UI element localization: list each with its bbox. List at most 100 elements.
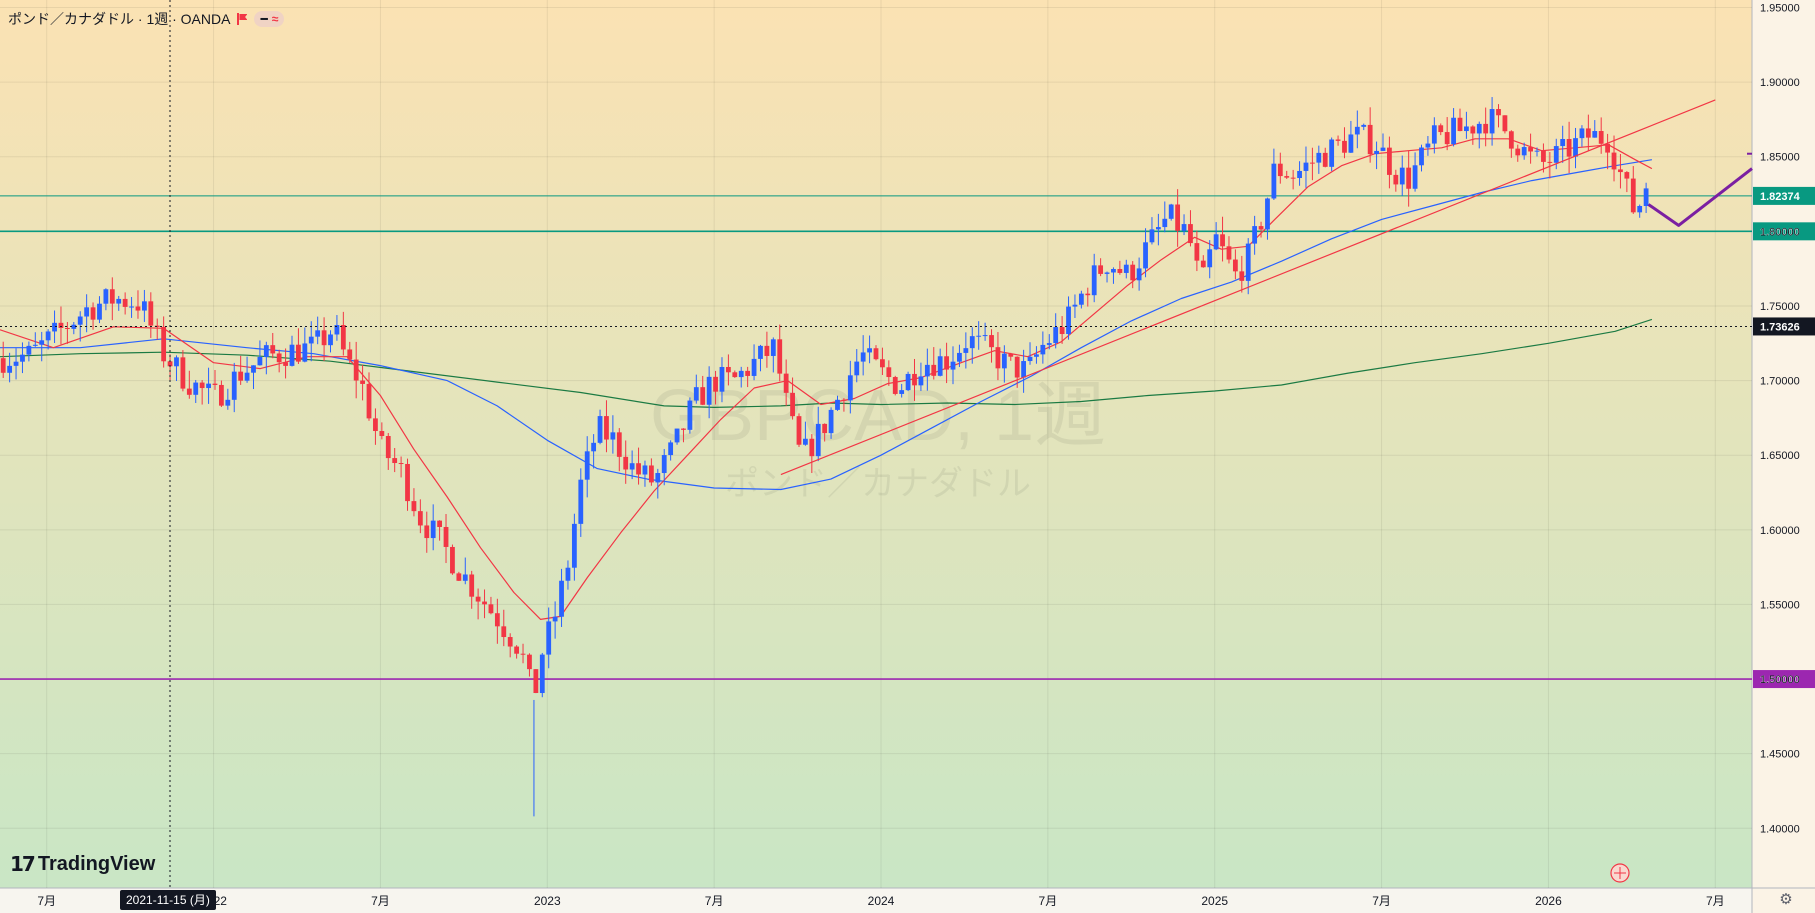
pill-approx-icon: ≈ xyxy=(271,12,279,26)
candle-down xyxy=(1220,234,1225,247)
flag-icon[interactable] xyxy=(236,13,248,25)
candle-up xyxy=(969,336,975,349)
pill-dash-icon: ━ xyxy=(260,12,268,26)
candle-down xyxy=(360,380,365,384)
candle-down xyxy=(1618,169,1623,173)
candle-up xyxy=(308,336,314,344)
candle-up xyxy=(1053,327,1059,344)
candle-up xyxy=(84,307,90,317)
candle-down xyxy=(520,653,526,655)
candle-down xyxy=(417,511,423,526)
indicator-pill[interactable]: ━ ≈ xyxy=(254,11,285,27)
tradingview-logo-text: TradingView xyxy=(37,852,156,875)
candle-down xyxy=(1117,268,1123,273)
candle-up xyxy=(1329,139,1335,167)
candle-up xyxy=(571,523,577,568)
horizontal-levels[interactable]: 1.82374 1.80000 1.50000 xyxy=(0,186,1815,689)
candle-up xyxy=(1123,264,1129,273)
candle-up xyxy=(1297,170,1302,179)
moving-averages xyxy=(0,138,1653,621)
candle-down xyxy=(58,322,64,328)
candle-down xyxy=(1098,265,1104,274)
candle-down xyxy=(283,362,288,366)
plot-background xyxy=(0,0,1752,888)
candle-down xyxy=(296,344,301,362)
crosshair: 1.73626 xyxy=(0,0,1815,888)
time-axis-background xyxy=(0,888,1752,913)
candle-up xyxy=(52,322,57,332)
candle-down xyxy=(411,501,417,512)
price-tick-label: 1.65000 xyxy=(1760,450,1800,462)
candle-up xyxy=(251,365,256,373)
candle-up xyxy=(642,465,648,475)
candle-down xyxy=(533,669,539,694)
candle-down xyxy=(450,546,455,574)
time-tick-label: 7月 xyxy=(1372,894,1391,908)
candle-up xyxy=(26,345,32,355)
candle-up xyxy=(719,366,725,392)
price-tick-label: 1.55000 xyxy=(1760,599,1800,611)
candle-up xyxy=(976,335,982,337)
candle-down xyxy=(604,416,609,440)
candle-up xyxy=(1162,218,1168,228)
candle-down xyxy=(135,306,141,311)
time-axis[interactable]: 7月20227月20237月20247月20257月20267月 xyxy=(37,894,1724,908)
candle-down xyxy=(456,573,462,581)
candle-up xyxy=(1464,126,1469,132)
candle-down xyxy=(725,366,731,373)
candle-down xyxy=(796,416,802,445)
candle-up xyxy=(129,306,134,308)
time-tick-label: 2025 xyxy=(1201,894,1228,908)
price-tick-label: 1.40000 xyxy=(1760,823,1800,835)
symbol-title[interactable]: ポンド／カナダドル · 1週 · OANDA xyxy=(8,11,231,27)
symbol-header[interactable]: ポンド／カナダドル · 1週 · OANDA ━ ≈ xyxy=(8,8,285,30)
projection-path xyxy=(1647,167,1753,227)
candle-down xyxy=(1515,148,1521,156)
candle-down xyxy=(623,456,629,470)
candle-up xyxy=(77,316,83,325)
price-tick-label: 1.75000 xyxy=(1760,301,1800,313)
candle-down xyxy=(482,601,487,605)
candles xyxy=(0,97,1649,817)
candle-down xyxy=(154,325,160,327)
candle-down xyxy=(180,357,186,389)
candle-up xyxy=(1451,117,1456,145)
candle-up xyxy=(758,345,763,359)
candle-up xyxy=(1592,131,1598,138)
candle-down xyxy=(392,458,398,464)
candle-up xyxy=(1252,226,1258,244)
candle-down xyxy=(841,399,847,401)
candle-down xyxy=(1309,162,1315,164)
candle-up xyxy=(661,455,667,474)
candle-down xyxy=(1541,150,1546,162)
candle-down xyxy=(437,520,443,527)
candle-down xyxy=(1438,125,1444,133)
candle-up xyxy=(231,371,237,400)
candle-up xyxy=(1374,150,1379,155)
price-level-tag xyxy=(1753,222,1815,241)
candle-up xyxy=(751,358,757,376)
candle-up xyxy=(1579,128,1585,139)
candle-up xyxy=(770,339,776,356)
gear-icon[interactable]: ⚙ xyxy=(1779,891,1793,908)
candle-up xyxy=(1521,147,1527,156)
candle-up xyxy=(1046,343,1052,345)
candle-down xyxy=(777,339,783,374)
ma-slow-line xyxy=(0,318,1653,408)
candle-up xyxy=(982,335,988,337)
candle-down xyxy=(1611,152,1617,170)
price-tick-label: 1.85000 xyxy=(1760,152,1800,164)
candle-up xyxy=(1213,234,1219,250)
candle-down xyxy=(1406,167,1412,189)
candle-up xyxy=(1027,356,1033,362)
drawings[interactable] xyxy=(780,99,1753,476)
candle-up xyxy=(430,520,436,539)
price-axis[interactable]: 1.95000 1.90000 1.85000 1.80000 1.75000 1.700… xyxy=(1760,2,1800,835)
crosshair-date-label: 2021-11-15 (月) xyxy=(120,890,216,910)
time-tick-label: 7月 xyxy=(1039,894,1058,908)
candle-up xyxy=(174,357,179,367)
candle-up xyxy=(1265,198,1270,230)
tradingview-logo[interactable]: 𝟭𝟳 TradingView xyxy=(10,852,155,876)
candle-up xyxy=(1425,143,1431,148)
